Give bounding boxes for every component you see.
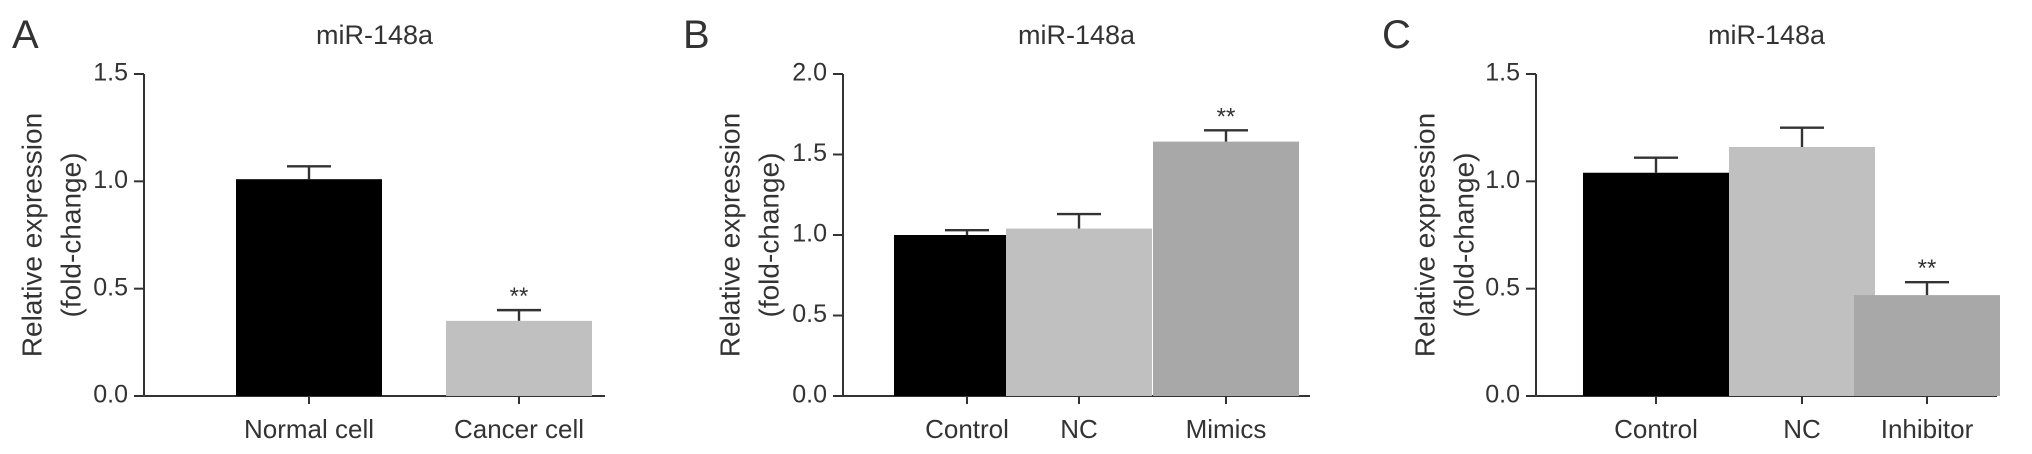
panel-b-ylabel-line-2: (fold-change): [753, 153, 784, 318]
panel-c-ytick-label: 0.5: [1485, 273, 1520, 301]
panel-c-bar-2: [1729, 146, 1875, 396]
panel-b-ytick-label: 1.5: [792, 139, 827, 167]
panel-a-ytick-label: 0.5: [93, 273, 128, 301]
panel-c-ylabel-line-2: (fold-change): [1448, 153, 1479, 318]
panel-a-ylabel-line-2: (fold-change): [55, 153, 86, 318]
panel-c-ytick-label: 0.0: [1485, 381, 1520, 409]
panel-c-ytick-label: 1.5: [1485, 59, 1520, 87]
panel-a-bar-1: [236, 179, 382, 396]
panel-a-bar-2: [446, 320, 592, 396]
panel-b-ylabel-line-1: Relative expression: [714, 113, 745, 357]
panel-b-significance-3: **: [1217, 103, 1236, 130]
panel-b-bar-3: [1153, 141, 1299, 396]
panel-c-bar-3: [1854, 295, 2000, 396]
panel-a-title: miR-148a: [316, 20, 434, 50]
panel-b-category-label: Control: [925, 414, 1009, 444]
panel-a-ytick-label: 1.5: [93, 59, 128, 87]
panel-b-bar-2: [1006, 228, 1152, 396]
panel-b-ytick-label: 0.0: [792, 381, 827, 409]
panel-c-category-label: NC: [1783, 414, 1821, 444]
panel-a-ytick-label: 0.0: [93, 381, 128, 409]
panel-c-ylabel-line-1: Relative expression: [1409, 113, 1440, 357]
panel-a-significance-2: **: [510, 283, 529, 310]
panel-a-letter: A: [12, 13, 39, 57]
panel-c-letter: C: [1382, 13, 1411, 57]
panel-b-category-label: NC: [1060, 414, 1098, 444]
panel-c-category-label: Inhibitor: [1881, 414, 1974, 444]
panel-b-title: miR-148a: [1018, 20, 1136, 50]
panel-c-ytick-label: 1.0: [1485, 166, 1520, 194]
panel-b-ytick-label: 1.0: [792, 220, 827, 248]
panel-a-ytick-label: 1.0: [93, 166, 128, 194]
panel-c-title: miR-148a: [1708, 20, 1826, 50]
panel-a-category-label: Cancer cell: [454, 414, 584, 444]
panel-a-ylabel-line-1: Relative expression: [16, 113, 47, 357]
panel-b-ytick-label: 0.5: [792, 300, 827, 328]
panel-b-letter: B: [683, 13, 710, 57]
panel-a-category-label: Normal cell: [244, 414, 374, 444]
panel-c-significance-3: **: [1918, 255, 1937, 282]
panel-b-category-label: Mimics: [1186, 414, 1267, 444]
panel-c-category-label: Control: [1614, 414, 1698, 444]
panel-b-ytick-label: 2.0: [792, 59, 827, 87]
panel-c-bar-1: [1583, 172, 1729, 396]
